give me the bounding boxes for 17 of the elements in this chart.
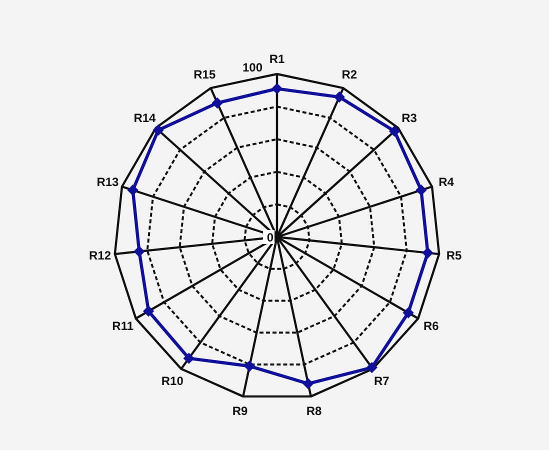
spoke-label: R4 [438,174,454,189]
spoke-label: R9 [232,404,248,418]
spoke-label: R3 [402,110,418,125]
spoke-label: R2 [342,67,358,82]
spoke-label: R11 [112,319,134,333]
spoke-label: R14 [134,110,156,125]
spoke-label: R13 [96,174,120,189]
spoke-label: R5 [446,248,462,263]
y-tick-label: 0 [266,230,274,244]
spoke-label: R15 [194,67,216,82]
spoke-label: R6 [423,319,440,333]
spoke-label: R1 [269,52,285,66]
spoke-label: R12 [88,248,112,263]
spoke-label: R10 [161,374,184,388]
spoke-label: R7 [374,374,390,388]
spoke-label: R8 [306,404,322,418]
y-tick-label: 100 [242,60,263,74]
